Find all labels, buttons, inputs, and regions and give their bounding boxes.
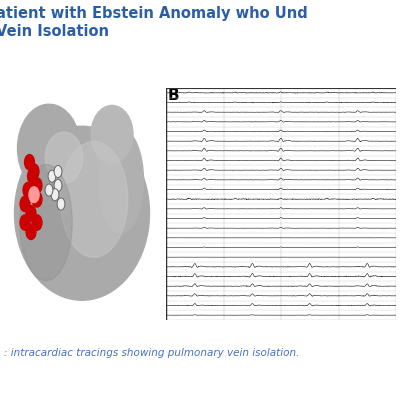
Circle shape (28, 168, 38, 184)
Text: : intracardiac tracings showing pulmonary vein isolation.: : intracardiac tracings showing pulmonar… (4, 348, 299, 358)
Circle shape (32, 192, 42, 207)
Ellipse shape (98, 129, 144, 233)
Text: atient with Ebstein Anomaly who Und
Vein Isolation: atient with Ebstein Anomaly who Und Vein… (0, 6, 308, 39)
Circle shape (29, 164, 39, 179)
Circle shape (24, 154, 34, 170)
Ellipse shape (18, 104, 80, 192)
Circle shape (32, 178, 42, 193)
Circle shape (54, 180, 62, 192)
Ellipse shape (20, 164, 72, 280)
Circle shape (23, 182, 33, 198)
Circle shape (51, 189, 59, 201)
Circle shape (48, 170, 56, 182)
Circle shape (32, 215, 42, 230)
Circle shape (45, 184, 53, 196)
Ellipse shape (14, 126, 150, 300)
Circle shape (26, 206, 36, 221)
Ellipse shape (45, 132, 83, 183)
Circle shape (20, 215, 30, 230)
Circle shape (57, 198, 65, 210)
Circle shape (26, 224, 36, 240)
Circle shape (54, 166, 62, 178)
Circle shape (20, 196, 30, 212)
Circle shape (29, 187, 39, 203)
Ellipse shape (60, 141, 128, 257)
Ellipse shape (91, 105, 133, 163)
Text: B: B (168, 88, 180, 103)
Ellipse shape (54, 244, 98, 294)
